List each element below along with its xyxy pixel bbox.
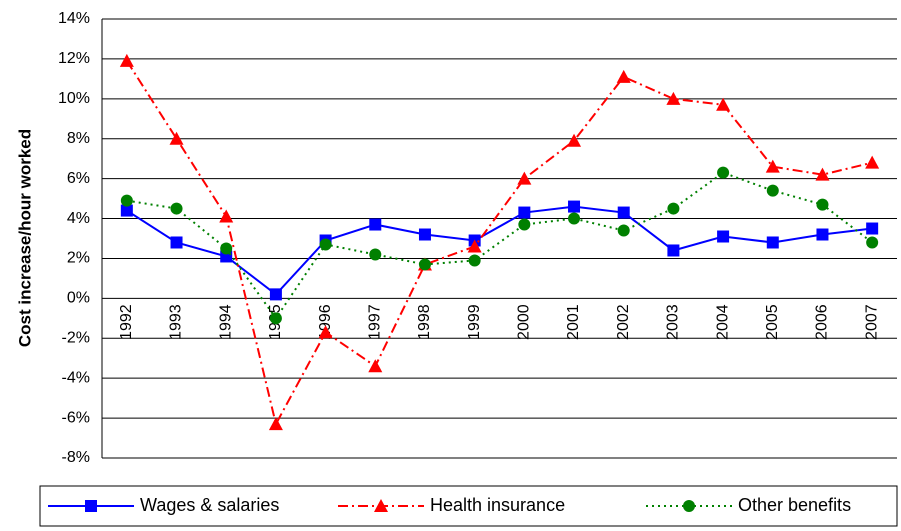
marker [866,236,879,249]
marker [518,218,531,231]
marker [517,171,532,185]
marker [467,239,482,253]
marker [319,238,332,251]
marker [683,500,695,512]
marker [170,202,183,215]
marker [269,312,282,325]
marker [418,258,431,271]
marker [120,204,133,217]
x-tick-label: 2006 [814,304,831,340]
marker [717,230,730,243]
marker [766,236,779,249]
marker [716,97,731,111]
y-tick-label: 4% [67,210,90,227]
marker [717,166,730,179]
marker [667,202,680,215]
x-tick-label: 2005 [764,304,781,340]
marker [368,359,383,373]
marker [866,222,879,235]
marker [616,69,631,83]
x-tick-label: 1997 [367,304,384,340]
marker [170,236,183,249]
x-tick-label: 2007 [863,304,880,340]
y-tick-label: -2% [62,329,90,346]
x-tick-label: 1996 [317,304,334,340]
legend-marker [683,500,695,512]
y-tick-label: 14% [58,10,90,27]
marker [816,198,829,211]
marker [119,53,134,67]
y-tick-label: 6% [67,170,90,187]
x-tick-label: 2002 [615,304,632,340]
marker [567,133,582,147]
series-line [126,171,873,321]
marker [617,224,630,237]
marker [518,206,531,219]
marker [85,500,97,512]
y-tick-label: 8% [67,130,90,147]
legend-label: Health insurance [430,495,565,515]
marker [666,91,681,105]
marker [815,167,830,181]
x-tick-label: 1999 [466,304,483,340]
legend-label: Other benefits [738,495,851,515]
x-tick-label: 1992 [118,304,135,340]
marker [268,417,283,431]
x-tick-label: 1994 [217,304,234,340]
y-tick-label: 12% [58,50,90,67]
x-tick-label: 2004 [714,304,731,340]
y-tick-label: 2% [67,250,90,267]
legend-box [39,485,898,527]
marker [667,244,680,257]
marker [219,209,234,223]
marker [568,212,581,225]
y-tick-label: 0% [67,290,90,307]
legend-marker [374,499,388,512]
y-tick-label: 10% [58,90,90,107]
x-tick-label: 2003 [665,304,682,340]
legend-label: Wages & salaries [140,495,279,515]
marker [318,325,333,339]
marker [568,200,581,213]
marker [865,155,880,169]
x-tick-label: 2000 [516,304,533,340]
marker [369,218,382,231]
y-tick-label: -6% [62,409,90,426]
marker [269,288,282,301]
x-tick-label: 1993 [168,304,185,340]
marker [765,159,780,173]
x-tick-label: 2001 [565,304,582,340]
marker [617,206,630,219]
y-tick-label: -4% [62,369,90,386]
marker [169,131,184,145]
marker [816,228,829,241]
marker [468,254,481,267]
y-tick-label: -8% [62,449,90,466]
series-line [126,205,873,296]
marker [220,242,233,255]
marker [369,248,382,261]
series-line [126,60,873,427]
marker [766,184,779,197]
x-tick-label: 1998 [416,304,433,340]
legend-marker [85,500,97,512]
marker [120,194,133,207]
marker [374,499,388,512]
y-axis-title: Cost increase/hour worked [15,129,34,347]
marker [418,228,431,241]
